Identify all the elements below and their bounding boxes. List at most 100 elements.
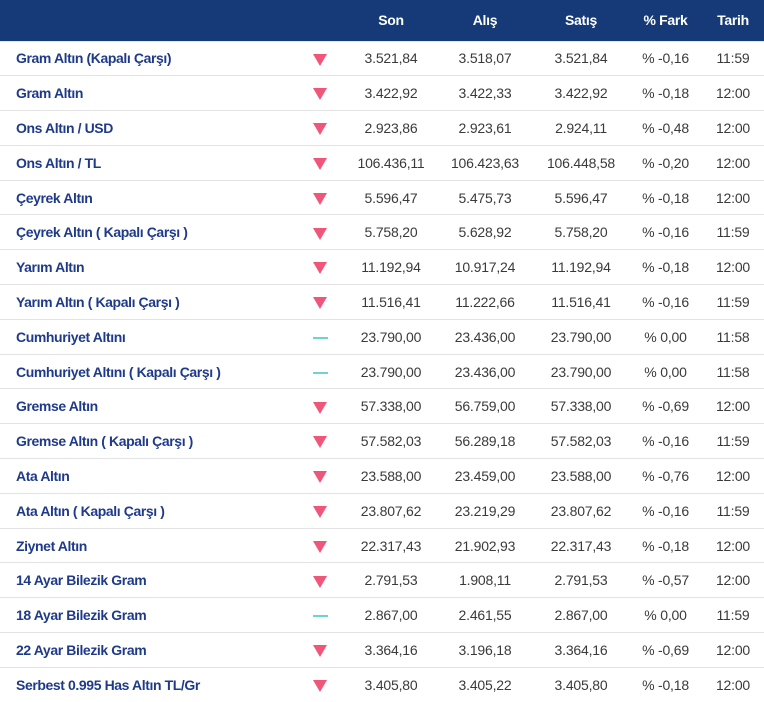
instrument-name[interactable]: Çeyrek Altın (0, 180, 295, 215)
instrument-name-link[interactable]: Ziynet Altın (16, 537, 87, 554)
down-arrow-icon (313, 471, 327, 484)
instrument-name[interactable]: Gram Altın (Kapalı Çarşı) (0, 41, 295, 76)
satis-value: 11.192,94 (551, 259, 611, 276)
trend-cell (295, 563, 345, 598)
fark-value: % -0,20 (642, 154, 689, 171)
table-row[interactable]: Cumhuriyet Altını 23.790,00 23.436,00 23.79… (0, 319, 764, 354)
satis-value: 2.791,53 (554, 572, 608, 589)
table-row[interactable]: Ata Altın ( Kapalı Çarşı ) 23.807,62 23.21… (0, 493, 764, 528)
instrument-name-link[interactable]: Ata Altın (16, 467, 70, 484)
tarih-value: 12:00 (715, 537, 751, 554)
instrument-name[interactable]: 18 Ayar Bilezik Gram (0, 598, 295, 633)
alis-value: 2.923,61 (458, 119, 512, 136)
instrument-name-link[interactable]: Serbest 0.995 Has Altın TL/Gr (16, 676, 200, 693)
fark-value: % -0,18 (642, 189, 689, 206)
instrument-name-link[interactable]: Ons Altın / TL (16, 154, 101, 171)
instrument-name[interactable]: 14 Ayar Bilezik Gram (0, 563, 295, 598)
tarih-value: 11:59 (716, 50, 750, 67)
instrument-name-link[interactable]: 14 Ayar Bilezik Gram (16, 572, 147, 589)
instrument-name[interactable]: Yarım Altın (0, 250, 295, 285)
table-row[interactable]: Çeyrek Altın ( Kapalı Çarşı ) 5.758,20 5.6… (0, 214, 764, 250)
table-row[interactable]: Cumhuriyet Altını ( Kapalı Çarşı ) 23.790… (0, 354, 764, 389)
instrument-name[interactable]: Gremse Altın (0, 389, 295, 424)
instrument-name-link[interactable]: Gremse Altın ( Kapalı Çarşı ) (16, 433, 193, 450)
instrument-name-link[interactable]: Gram Altın (16, 85, 84, 102)
instrument-name[interactable]: Ziynet Altın (0, 528, 295, 563)
dash-icon (312, 337, 328, 340)
trend-cell (295, 111, 345, 146)
table-row[interactable]: Çeyrek Altın 5.596,47 5.475,73 5.596,47 % -0… (0, 180, 764, 215)
fark-value: % -0,69 (642, 641, 689, 658)
satis-value: 23.588,00 (550, 467, 612, 484)
instrument-name-link[interactable]: Yarım Altın (16, 259, 85, 276)
instrument-name-link[interactable]: Cumhuriyet Altını (16, 328, 126, 345)
dash-icon (312, 371, 328, 374)
header-tarih[interactable]: Tarih (717, 12, 749, 29)
alis-value: 23.436,00 (454, 328, 516, 345)
satis-value: 3.422,92 (554, 85, 608, 102)
trend-cell (295, 389, 345, 424)
fark-value: % -0,16 (642, 293, 689, 310)
header-fark[interactable]: % Fark (643, 12, 688, 29)
table-row[interactable]: Gremse Altın ( Kapalı Çarşı ) 57.582,03 56… (0, 423, 764, 459)
instrument-name-link[interactable]: Yarım Altın ( Kapalı Çarşı ) (16, 293, 180, 310)
fark-value: % -0,57 (642, 572, 689, 589)
instrument-name[interactable]: Ons Altın / TL (0, 145, 295, 180)
instrument-name-link[interactable]: 18 Ayar Bilezik Gram (16, 607, 147, 624)
instrument-name[interactable]: Cumhuriyet Altını (0, 319, 295, 354)
down-arrow-icon (313, 227, 327, 240)
instrument-name-link[interactable]: Çeyrek Altın ( Kapalı Çarşı ) (16, 224, 188, 241)
header-alis[interactable]: Alış (472, 12, 498, 29)
instrument-name[interactable]: Çeyrek Altın ( Kapalı Çarşı ) (0, 215, 295, 250)
header-satis[interactable]: Satış (565, 12, 597, 29)
instrument-name[interactable]: Gram Altın (0, 76, 295, 111)
instrument-name[interactable]: Ons Altın / USD (0, 111, 295, 146)
table-row[interactable]: 18 Ayar Bilezik Gram 2.867,00 2.461,55 2.86… (0, 597, 764, 633)
table-row[interactable]: Ziynet Altın 22.317,43 21.902,93 22.317,43%… (0, 528, 764, 563)
trend-cell (295, 667, 345, 702)
table-row[interactable]: Ons Altın / USD 2.923,86 2.923,61 2.924,11%… (0, 110, 764, 146)
tarih-value: 11:58 (716, 363, 750, 380)
instrument-name[interactable]: Ata Altın ( Kapalı Çarşı ) (0, 493, 295, 528)
table-row[interactable]: Gram Altın 3.422,92 3.422,33 3.422,92 % -0,1… (0, 75, 764, 111)
instrument-name[interactable]: Serbest 0.995 Has Altın TL/Gr (0, 667, 295, 702)
instrument-name-link[interactable]: Gram Altın (Kapalı Çarşı) (16, 50, 172, 67)
instrument-name-link[interactable]: Gremse Altın (16, 398, 98, 415)
instrument-name[interactable]: Yarım Altın ( Kapalı Çarşı ) (0, 285, 295, 320)
son-value: 57.338,00 (360, 398, 422, 415)
alis-value: 56.759,00 (454, 398, 516, 415)
instrument-name-link[interactable]: Ata Altın ( Kapalı Çarşı ) (16, 502, 165, 519)
table-row[interactable]: Yarım Altın 11.192,94 10.917,24 11.192,94 % … (0, 249, 764, 285)
instrument-name-link[interactable]: Çeyrek Altın (16, 189, 93, 206)
instrument-name[interactable]: Gremse Altın ( Kapalı Çarşı ) (0, 424, 295, 459)
table-row[interactable]: Yarım Altın ( Kapalı Çarşı ) 11.516,41 11.… (0, 284, 764, 320)
instrument-name-link[interactable]: 22 Ayar Bilezik Gram (16, 641, 147, 658)
table-row[interactable]: 14 Ayar Bilezik Gram 2.791,53 1.908,11 2.79… (0, 562, 764, 598)
instrument-name-link[interactable]: Cumhuriyet Altını ( Kapalı Çarşı ) (16, 363, 221, 380)
son-value: 3.364,16 (364, 641, 418, 658)
son-value: 2.923,86 (364, 119, 418, 136)
instrument-name-link[interactable]: Ons Altın / USD (16, 119, 113, 136)
table-row[interactable]: Serbest 0.995 Has Altın TL/Gr 3.405,80 3.4… (0, 667, 764, 702)
satis-value: 57.582,03 (550, 433, 612, 450)
instrument-name[interactable]: Cumhuriyet Altını ( Kapalı Çarşı ) (0, 354, 295, 389)
down-arrow-icon (313, 401, 327, 414)
instrument-name[interactable]: 22 Ayar Bilezik Gram (0, 633, 295, 668)
header-son[interactable]: Son (378, 12, 404, 29)
table-row[interactable]: Ata Altın 23.588,00 23.459,00 23.588,00 % -0… (0, 458, 764, 494)
fark-value: % -0,18 (642, 537, 689, 554)
instrument-name[interactable]: Ata Altın (0, 459, 295, 494)
table-body: Gram Altın (Kapalı Çarşı) 3.521,84 3.518,0… (0, 41, 764, 702)
satis-value: 5.596,47 (554, 189, 608, 206)
table-row[interactable]: Ons Altın / TL 106.436,11 106.423,63 106.44… (0, 145, 764, 180)
table-row[interactable]: Gremse Altın 57.338,00 56.759,00 57.338,00%… (0, 388, 764, 424)
alis-value: 5.628,92 (458, 224, 512, 241)
table-row[interactable]: 22 Ayar Bilezik Gram 3.364,16 3.196,18 3.36… (0, 632, 764, 668)
down-arrow-icon (313, 297, 327, 310)
trend-cell (295, 285, 345, 320)
trend-cell (295, 319, 345, 354)
son-value: 3.422,92 (364, 85, 418, 102)
fark-value: % -0,16 (642, 433, 689, 450)
son-value: 3.405,80 (364, 676, 418, 693)
table-row[interactable]: Gram Altın (Kapalı Çarşı) 3.521,84 3.518,0… (0, 41, 764, 76)
